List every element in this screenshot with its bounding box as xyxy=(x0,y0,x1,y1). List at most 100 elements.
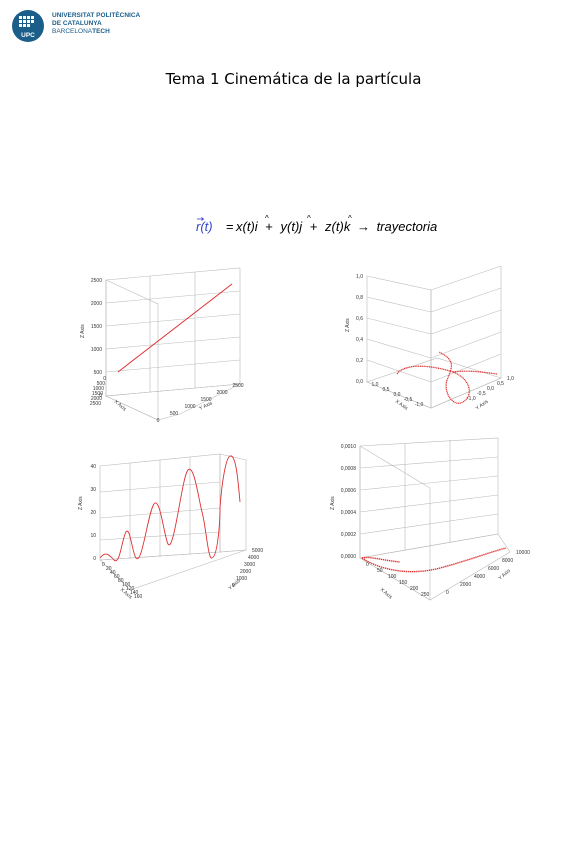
chart-3-z-tick-label: 30 xyxy=(90,487,96,493)
chart-2-ylabel: Y Axis xyxy=(475,399,490,412)
chart-4-z-tick-label: 0,0010 xyxy=(341,444,357,450)
chart-2-z-tick-label: 0,0 xyxy=(356,379,363,385)
chart-1-y-tick-label: 2000 xyxy=(216,390,227,396)
chart-3-zlabel: Z Axis xyxy=(78,496,84,510)
chart-1-xlabel: X Axis xyxy=(113,399,128,413)
chart-2-x-tick-label: -0,5 xyxy=(404,397,413,403)
formula-result: trayectoria xyxy=(377,219,438,234)
chart-4-y-tick-label: 6000 xyxy=(488,566,499,572)
chart-4-z-tick-label: 0,0000 xyxy=(341,554,357,560)
chart-3-z-tick-label: 20 xyxy=(90,510,96,516)
svg-text:^: ^ xyxy=(265,214,269,223)
formula-term-x: x(t) xyxy=(235,219,255,234)
chart-2-z-tick-label: 1,0 xyxy=(356,274,363,280)
chart-2-y-tick-label: 0,0 xyxy=(487,386,494,392)
chart-4-xlabel: X Axis xyxy=(379,587,394,601)
chart-1-z-tick-label: 2000 xyxy=(91,301,102,307)
chart-3-x-tick-label: 100 xyxy=(122,582,131,588)
chart-4-x-tick-label: 200 xyxy=(410,586,419,592)
chart-2-y-tick-label: 1,0 xyxy=(507,376,514,382)
chart-1-y-tick-label: 2500 xyxy=(232,383,243,389)
chart-4-x-tick-label: 0 xyxy=(366,562,369,568)
upc-logo: UPC UNIVERSITAT POLITÈCNICA DE CATALUNYA… xyxy=(12,10,212,44)
chart-3-z-tick-label: 10 xyxy=(90,533,96,539)
chart-3-z-tick-label: 40 xyxy=(90,464,96,470)
chart-2-x-tick-label: 0,0 xyxy=(394,392,401,398)
chart-2-z-tick-label: 0,4 xyxy=(356,337,363,343)
formula-arrow: → xyxy=(357,219,370,234)
chart-2-z-tick-label: 0,2 xyxy=(356,358,363,364)
chart-4-y-tick-label: 0 xyxy=(446,590,449,596)
chart-1-series-line xyxy=(117,283,233,373)
chart-2-y-tick-label: -1,0 xyxy=(467,396,476,402)
chart-3-x-tick-label: 80 xyxy=(118,578,124,584)
svg-text:^: ^ xyxy=(307,214,311,223)
chart-1-x-tick-label: 500 xyxy=(97,381,106,387)
chart-1-x-tick-label: 2500 xyxy=(90,401,101,407)
upc-mark-text: UPC xyxy=(21,32,35,39)
chart-3-x-tick-label: 120 xyxy=(126,586,135,592)
svg-text:^: ^ xyxy=(348,214,352,223)
chart-1-x-tick-label: 0 xyxy=(103,376,106,382)
formula-unit-i: i xyxy=(255,219,259,234)
logo-line-1: UNIVERSITAT POLITÈCNICA xyxy=(52,12,141,19)
logo-line-3b: TECH xyxy=(92,28,110,36)
chart-4-y-tick-label: 2000 xyxy=(460,582,471,588)
chart-3-y-tick-label: 5000 xyxy=(252,548,263,554)
chart-4-series-line xyxy=(361,547,507,573)
chart-4-zlabel: Z Axis xyxy=(330,496,336,510)
chart-1-z-tick-label: 2500 xyxy=(91,278,102,284)
upc-logo-text: UNIVERSITAT POLITÈCNICA DE CATALUNYA BAR… xyxy=(52,12,140,37)
chart-1-x-tick-label: 2000 xyxy=(91,396,102,402)
chart-4-y-tick-label: 8000 xyxy=(502,558,513,564)
chart-3-x-tick-label: 40 xyxy=(110,570,116,576)
chart-3-y-tick-label: 1000 xyxy=(236,576,247,582)
chart-2-x-tick-label: 1,0 xyxy=(372,382,379,388)
formula-unit-k: k xyxy=(344,219,352,234)
chart-1-x-tick-label: 1500 xyxy=(92,391,103,397)
chart-2-zlabel: Z Axis xyxy=(345,318,351,332)
chart-3-y-tick-label: 0 xyxy=(232,583,235,589)
chart-3-x-tick-label: 20 xyxy=(106,566,112,572)
chart-2-z-tick-label: 0,8 xyxy=(356,295,363,301)
chart-3-series-line xyxy=(99,468,221,562)
chart-4-z-tick-label: 0,0004 xyxy=(341,510,357,516)
chart-2-y-tick-label: -0,5 xyxy=(477,391,486,397)
chart-4-y-tick-label: 10000 xyxy=(516,550,530,556)
formula-lhs: r(t) xyxy=(196,219,213,234)
formula-unit-j: j xyxy=(297,219,303,234)
chart-1-zlabel: Z Axis xyxy=(80,324,86,338)
chart-4-x-tick-label: 50 xyxy=(377,568,383,574)
chart-1-y-tick-label: 1500 xyxy=(200,397,211,403)
chart-1-z-tick-label: 1000 xyxy=(91,347,102,353)
chart-1-z-tick-label: 500 xyxy=(94,370,103,376)
chart-2-figure-eight: 1,00,80,60,40,20,0 1,00,50,0-0,5-1,01,00,… xyxy=(345,265,514,412)
chart-1-ylabel: Y Axis xyxy=(198,400,213,411)
formula-plus-2: + xyxy=(310,219,318,234)
formula-term-z: z(t) xyxy=(324,219,344,234)
chart-1-x-tick-label: 1000 xyxy=(93,386,104,392)
chart-4-z-tick-label: 0,0008 xyxy=(341,466,357,472)
chart-2-y-tick-label: 0,5 xyxy=(497,381,504,387)
formula-plus-1: + xyxy=(265,219,273,234)
upc-logo-mark: UPC xyxy=(12,10,44,42)
chart-2-series-line xyxy=(396,351,498,404)
page-title: Tema 1 Cinemática de la partícula xyxy=(165,70,422,88)
chart-4-flat-curve: 0,0010 0,0008 0,0006 0,0004 0,0002 0,0000 0 50 1… xyxy=(330,437,530,601)
chart-3-y-tick-label: 2000 xyxy=(240,569,251,575)
chart-1-z-tick-label: 0 xyxy=(99,393,102,399)
chart-4-x-tick-label: 150 xyxy=(399,580,408,586)
logo-line-2: DE CATALUNYA xyxy=(52,20,102,28)
svg-text:r(t): r(t) xyxy=(196,219,213,234)
chart-1-y-tick-label: 1000 xyxy=(184,404,195,410)
chart-3-x-tick-label: 0 xyxy=(102,562,105,568)
chart-2-x-tick-label: 0,5 xyxy=(383,387,390,393)
logo-line-3a: BARCELONA xyxy=(52,28,93,36)
formula-term-y: y(t) xyxy=(280,219,300,234)
chart-2-z-tick-label: 0,6 xyxy=(356,316,363,322)
chart-3-x-tick-label: 60 xyxy=(114,574,120,580)
chart-4-z-tick-label: 0,0006 xyxy=(341,488,357,494)
chart-3-x-tick-label: 140 xyxy=(130,590,139,596)
chart-3-y-tick-label: 4000 xyxy=(248,555,259,561)
chart-3-growing-wave: 4030201000204060801001201401605000400030… xyxy=(78,453,263,601)
